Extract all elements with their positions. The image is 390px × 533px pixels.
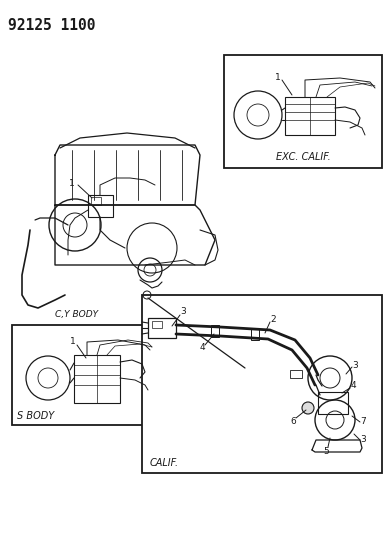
Polygon shape: [142, 295, 382, 473]
Text: 7: 7: [360, 417, 366, 426]
Text: CALIF.: CALIF.: [150, 458, 179, 468]
Text: C,Y BODY: C,Y BODY: [55, 310, 98, 319]
Text: 5: 5: [323, 447, 329, 456]
Text: 4: 4: [350, 382, 356, 391]
Bar: [290, 370, 302, 378]
Polygon shape: [12, 325, 158, 425]
Text: 1: 1: [69, 179, 75, 188]
Text: 92125 1100: 92125 1100: [8, 18, 96, 33]
Bar: [318, 392, 348, 414]
Text: EXC. CALIF.: EXC. CALIF.: [276, 152, 330, 162]
Bar: [74, 355, 120, 403]
Text: 4: 4: [199, 343, 205, 352]
Text: 3: 3: [360, 435, 366, 445]
Text: 3: 3: [352, 360, 358, 369]
Text: 2: 2: [270, 314, 276, 324]
Bar: [152, 321, 162, 328]
Bar: [251, 328, 259, 340]
Bar: [91, 197, 101, 205]
Text: 6: 6: [290, 416, 296, 425]
Text: S BODY: S BODY: [17, 411, 54, 421]
Text: 3: 3: [180, 308, 186, 317]
Text: 1: 1: [275, 72, 281, 82]
Circle shape: [302, 402, 314, 414]
Bar: [285, 97, 335, 135]
Bar: [88, 195, 113, 217]
Text: 1: 1: [70, 337, 76, 346]
Polygon shape: [224, 55, 382, 168]
Bar: [211, 325, 219, 337]
Bar: [148, 318, 176, 338]
